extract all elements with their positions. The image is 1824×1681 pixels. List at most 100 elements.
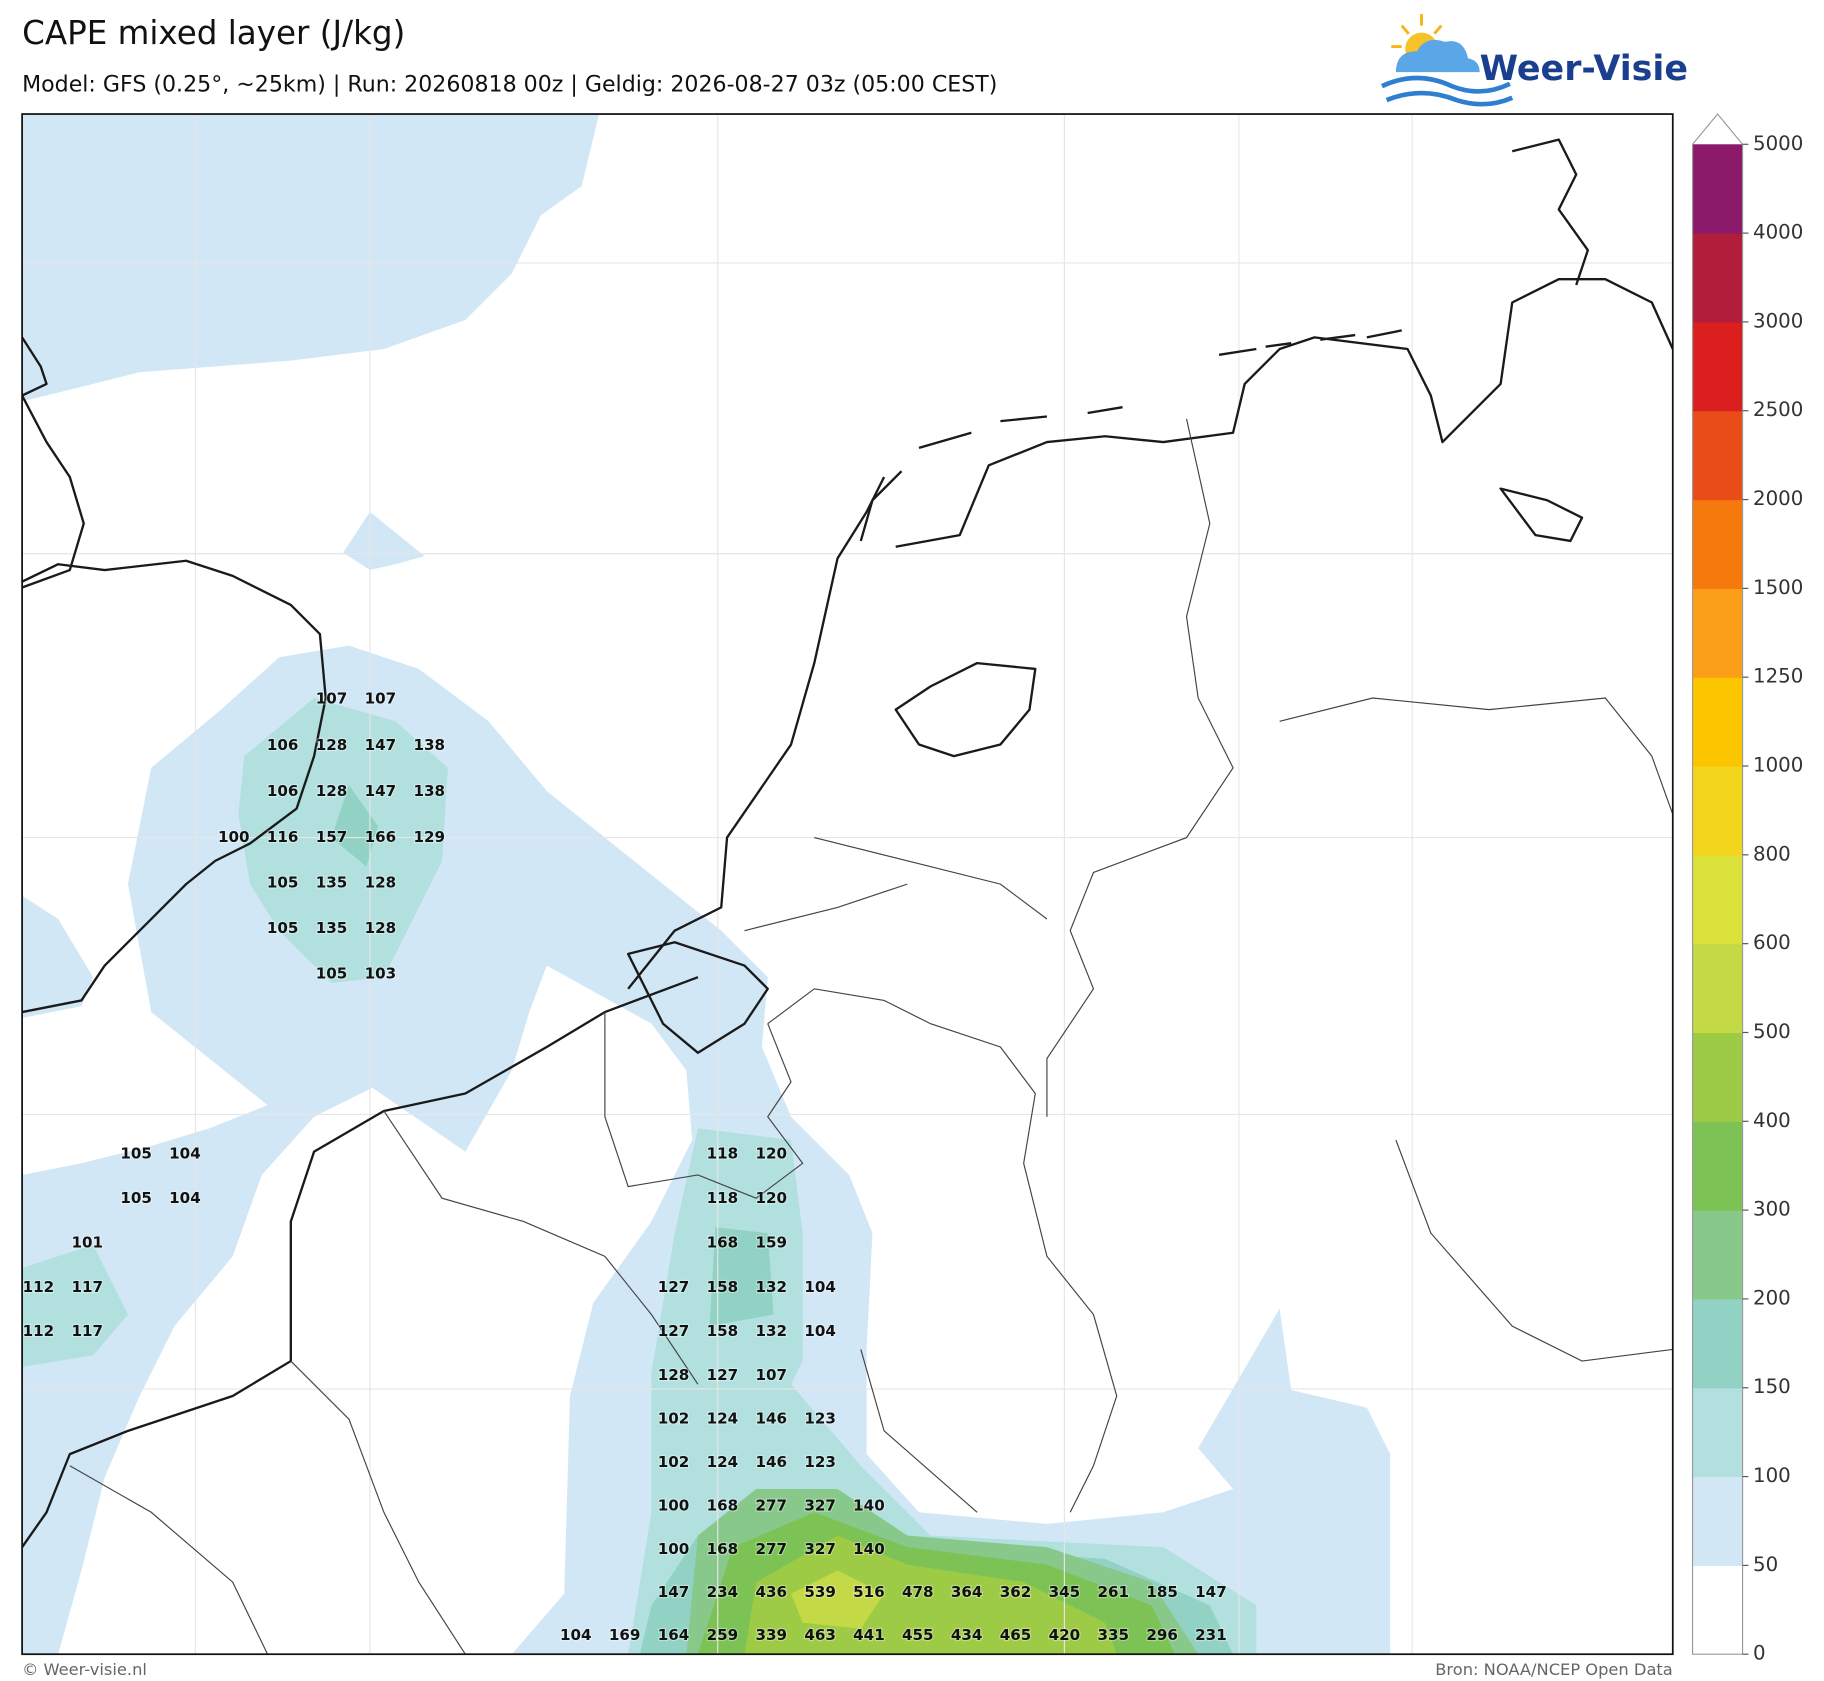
cape-value: 231	[1195, 1626, 1227, 1644]
cape-value: 132	[755, 1278, 787, 1296]
cape-value: 185	[1146, 1583, 1178, 1601]
cape-value: 124	[707, 1453, 739, 1471]
colorbar-segment	[1692, 588, 1743, 678]
footer-left: © Weer-visie.nl	[22, 1660, 147, 1679]
colorbar-segment	[1692, 233, 1743, 323]
cape-value: 104	[804, 1278, 836, 1296]
colorbar-tick-label: 1500	[1753, 576, 1803, 599]
colorbar-tick-label: 2000	[1753, 487, 1803, 510]
footer-right: Bron: NOAA/NCEP Open Data	[1435, 1660, 1673, 1679]
cape-value: 100	[658, 1540, 690, 1558]
cape-value: 364	[951, 1583, 983, 1601]
cape-value: 104	[560, 1626, 592, 1644]
cape-value: 339	[755, 1626, 787, 1644]
borders	[69, 418, 1673, 1655]
cape-value: 234	[707, 1583, 739, 1601]
colorbar-tick-label: 150	[1753, 1375, 1791, 1398]
cape-value: 261	[1097, 1583, 1129, 1601]
colorbar-segment	[1692, 854, 1743, 945]
cape-value: 455	[902, 1626, 934, 1644]
cape-value: 112	[23, 1278, 55, 1296]
subtitle: Model: GFS (0.25°, ~25km) | Run: 2026081…	[22, 71, 997, 97]
cape-value: 132	[755, 1322, 787, 1340]
colorbar-tick-label: 500	[1753, 1020, 1791, 1043]
colorbar-segment	[1692, 1032, 1743, 1122]
logo-text: Weer-Visie	[1480, 49, 1688, 89]
cape-value: 327	[804, 1540, 836, 1558]
cape-value: 104	[169, 1145, 201, 1163]
cape-value: 106	[267, 782, 299, 800]
cape-value: 147	[365, 736, 397, 754]
cape-value: 124	[707, 1410, 739, 1428]
cape-value: 140	[853, 1497, 885, 1515]
cape-value: 166	[365, 828, 397, 846]
colorbar-segment	[1692, 144, 1743, 234]
colorbar-segment	[1692, 677, 1743, 767]
cape-value: 345	[1049, 1583, 1081, 1601]
colorbar-segment	[1692, 1298, 1743, 1389]
cape-value: 100	[658, 1497, 690, 1515]
cape-value: 105	[120, 1145, 152, 1163]
cape-value: 105	[120, 1189, 152, 1207]
cape-value: 127	[658, 1278, 690, 1296]
cape-value: 117	[71, 1278, 103, 1296]
cape-value: 335	[1097, 1626, 1129, 1644]
colorbar-segment	[1692, 1565, 1743, 1655]
cape-value: 101	[71, 1234, 103, 1252]
cape-value: 168	[707, 1234, 739, 1252]
colorbar-tick-label: 5000	[1753, 132, 1803, 155]
cape-value: 146	[755, 1410, 787, 1428]
cape-value: 465	[1000, 1626, 1032, 1644]
cape-value: 105	[316, 965, 348, 983]
cape-value: 362	[1000, 1583, 1032, 1601]
colorbar-tick-label: 300	[1753, 1198, 1791, 1221]
cape-value: 138	[413, 736, 445, 754]
cape-value: 434	[951, 1626, 983, 1644]
coastlines	[22, 138, 1673, 1548]
colorbar-segment	[1692, 1121, 1743, 1211]
cape-value: 327	[804, 1497, 836, 1515]
cape-value: 168	[707, 1497, 739, 1515]
colorbar-segment	[1692, 321, 1743, 412]
cape-value: 104	[804, 1322, 836, 1340]
cape-value: 478	[902, 1583, 934, 1601]
cape-value: 169	[609, 1626, 641, 1644]
colorbar-segment	[1692, 943, 1743, 1034]
cape-value: 147	[658, 1583, 690, 1601]
cape-value: 127	[707, 1366, 739, 1384]
colorbar-tick-label: 800	[1753, 842, 1791, 865]
cape-value: 259	[707, 1626, 739, 1644]
cape-value: 277	[755, 1540, 787, 1558]
shading	[22, 114, 1391, 1655]
cape-value: 157	[316, 828, 348, 846]
cape-value: 118	[707, 1189, 739, 1207]
cape-value: 118	[707, 1145, 739, 1163]
cape-value: 147	[1195, 1583, 1227, 1601]
colorbar-segment	[1692, 499, 1743, 589]
cape-value: 296	[1146, 1626, 1178, 1644]
colorbar-tick-label: 1000	[1753, 754, 1803, 777]
cape-value: 107	[316, 690, 348, 708]
cape-value: 164	[658, 1626, 690, 1644]
cape-value: 159	[755, 1234, 787, 1252]
colorbar-tick-label: 3000	[1753, 309, 1803, 332]
cape-value: 138	[413, 782, 445, 800]
colorbar-tick-label: 400	[1753, 1109, 1791, 1132]
logo: Weer-Visie	[1380, 13, 1688, 107]
cape-value: 112	[23, 1322, 55, 1340]
cape-value: 123	[804, 1453, 836, 1471]
cape-value: 102	[658, 1453, 690, 1471]
cape-value: 146	[755, 1453, 787, 1471]
cape-value: 100	[218, 828, 250, 846]
cape-value: 128	[365, 874, 397, 892]
cape-value: 107	[365, 690, 397, 708]
colorbar-tick-label: 0	[1753, 1642, 1766, 1665]
cape-value: 120	[755, 1145, 787, 1163]
cape-value: 135	[316, 874, 348, 892]
title: CAPE mixed layer (J/kg)	[22, 14, 405, 52]
cape-value: 120	[755, 1189, 787, 1207]
cape-value: 420	[1049, 1626, 1081, 1644]
cape-value: 103	[365, 965, 397, 983]
colorbar: 0 50 100 150 200 300 400 500 600 800 1000 1250 1500 2…	[1691, 113, 1803, 1665]
